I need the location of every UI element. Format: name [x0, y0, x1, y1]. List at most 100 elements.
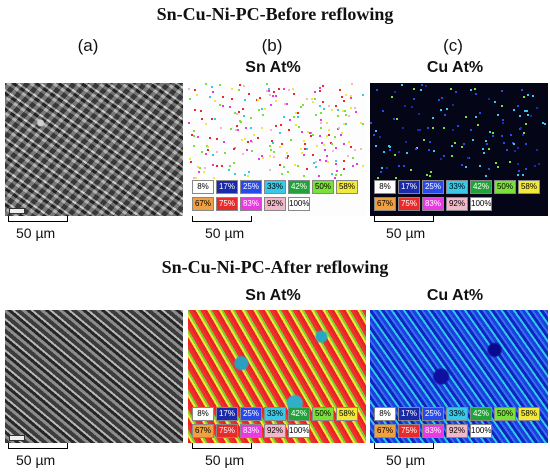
map-speckle [530, 115, 532, 117]
map-speckle [283, 166, 285, 168]
map-speckle [201, 118, 203, 120]
map-speckle [238, 89, 240, 91]
map-speckle [321, 142, 323, 144]
map-speckle [273, 156, 275, 158]
legend-swatch: 58% [518, 180, 540, 194]
map-speckle [452, 104, 454, 106]
map-speckle [452, 129, 454, 131]
legend-swatch: 67% [374, 197, 396, 211]
panel-letter-a: (a) [77, 36, 99, 55]
map-speckle [354, 149, 356, 151]
legend-swatch: 100% [288, 424, 310, 438]
map-speckle [370, 122, 372, 124]
map-speckle [258, 109, 260, 111]
map-speckle [350, 97, 352, 99]
map-speckle [536, 149, 538, 151]
legend-swatch: 50% [494, 407, 516, 421]
map-speckle [343, 168, 345, 170]
map-speckle [451, 145, 453, 147]
map-speckle [297, 165, 299, 167]
map-speckle [343, 100, 345, 102]
map-speckle [320, 122, 322, 124]
map-speckle [304, 148, 306, 150]
map-speckle [455, 91, 457, 93]
legend-cu-after: 8% 17% 25% 33% 42% 50% 58% 67% 75% 83% 92% 100% [374, 407, 540, 438]
map-speckle [289, 119, 291, 121]
sn-map-title-before: Sn At% [245, 59, 301, 76]
map-speckle [280, 124, 282, 126]
map-speckle [415, 148, 417, 150]
map-speckle [250, 117, 252, 119]
map-speckle [443, 127, 445, 129]
map-speckle [325, 160, 327, 162]
map-speckle [209, 137, 211, 139]
map-speckle [268, 90, 270, 92]
map-speckle [234, 112, 236, 114]
map-speckle [195, 177, 197, 179]
map-speckle [193, 145, 195, 147]
map-speckle [519, 128, 521, 130]
map-speckle [517, 174, 519, 176]
map-speckle [269, 94, 271, 96]
map-speckle [335, 147, 337, 149]
map-speckle [337, 115, 339, 117]
map-speckle [441, 97, 443, 99]
map-speckle [520, 127, 522, 129]
legend-swatch: 50% [312, 180, 334, 194]
scale-label-d: 50 µm [16, 452, 56, 468]
map-speckle [205, 83, 207, 85]
map-speckle [293, 93, 295, 95]
map-speckle [286, 157, 288, 159]
legend-swatch: 75% [216, 424, 238, 438]
map-speckle [410, 169, 412, 171]
legend-swatch: 42% [470, 407, 492, 421]
scale-label-a: 50 µm [16, 225, 56, 241]
map-speckle [262, 114, 264, 116]
map-speckle [326, 122, 328, 124]
map-speckle [236, 113, 238, 115]
map-speckle [337, 128, 339, 130]
legend-swatch: 67% [374, 424, 396, 438]
map-speckle [293, 116, 295, 118]
map-speckle [525, 123, 527, 125]
map-speckle [304, 143, 306, 145]
map-speckle [421, 84, 423, 86]
legend-swatch: 25% [240, 180, 262, 194]
map-speckle [261, 127, 263, 129]
map-speckle [402, 127, 404, 129]
map-speckle [432, 127, 434, 129]
map-speckle [345, 94, 347, 96]
scale-bar-e [192, 443, 252, 449]
map-speckle [404, 105, 406, 107]
map-speckle [362, 123, 364, 125]
map-speckle [229, 165, 231, 167]
map-speckle [334, 136, 336, 138]
scale-label-f: 50 µm [386, 452, 426, 468]
legend-sn-after: 8% 17% 25% 33% 42% 50% 58% 67% 75% 83% 92% 100% [192, 407, 358, 438]
map-speckle [261, 155, 263, 157]
legend-swatch: 17% [216, 180, 238, 194]
legend-swatch: 8% [192, 407, 214, 421]
map-speckle [509, 161, 511, 163]
map-speckle [204, 167, 206, 169]
map-speckle [284, 103, 286, 105]
map-speckle [345, 114, 347, 116]
map-speckle [418, 113, 420, 115]
map-speckle [213, 177, 215, 179]
map-speckle [197, 166, 199, 168]
map-speckle [332, 150, 334, 152]
map-speckle [501, 105, 503, 107]
legend-swatch: 83% [422, 197, 444, 211]
sem-image-before [5, 83, 183, 216]
map-speckle [214, 100, 216, 102]
map-speckle [306, 148, 308, 150]
map-speckle [320, 127, 322, 129]
map-speckle [298, 126, 300, 128]
map-speckle [542, 122, 544, 124]
map-speckle [401, 84, 403, 86]
map-speckle [243, 115, 245, 117]
map-speckle [188, 122, 190, 124]
map-speckle [526, 110, 528, 112]
map-speckle [521, 89, 523, 91]
map-speckle [463, 143, 465, 145]
